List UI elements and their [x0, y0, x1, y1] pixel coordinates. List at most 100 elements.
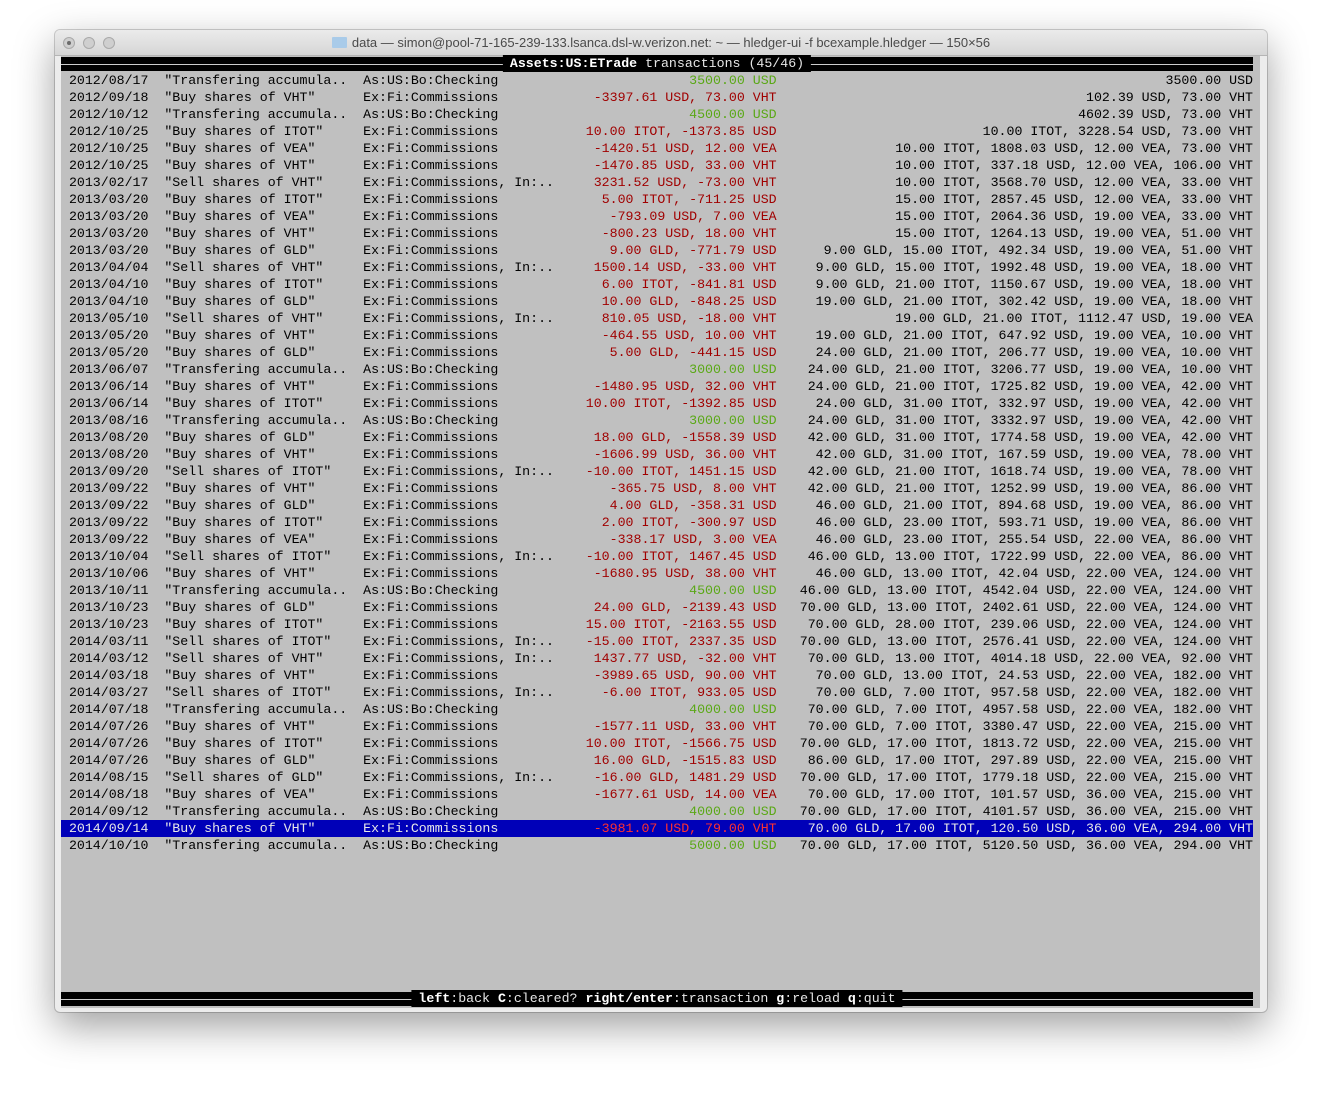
transaction-row[interactable]: 2012/10/25 "Buy shares of ITOT" Ex:Fi:Comm…	[61, 123, 1253, 140]
transaction-row-selected[interactable]: 2014/09/14 "Buy shares of VHT" Ex:Fi:Commi…	[61, 820, 1253, 837]
transaction-row[interactable]: 2013/10/06 "Buy shares of VHT" Ex:Fi:Commi…	[61, 565, 1253, 582]
transaction-row[interactable]: 2014/08/18 "Buy shares of VEA" Ex:Fi:Commi…	[61, 786, 1253, 803]
transaction-row[interactable]: 2013/10/11 "Transfering accumula.. As:US:B…	[61, 582, 1253, 599]
key-action: transaction	[680, 991, 769, 1006]
date: 2013/08/20	[68, 447, 149, 462]
transaction-row[interactable]: 2013/10/04 "Sell shares of ITOT" Ex:Fi:Com…	[61, 548, 1253, 565]
transaction-row[interactable]: 2014/03/18 "Buy shares of VHT" Ex:Fi:Commi…	[61, 667, 1253, 684]
date: 2014/09/12	[68, 804, 149, 819]
transaction-row[interactable]: 2014/07/26 "Buy shares of VHT" Ex:Fi:Commi…	[61, 718, 1253, 735]
amount: -1680.95 USD, 38.00 VHT	[593, 566, 777, 581]
transaction-row[interactable]: 2013/04/10 "Buy shares of ITOT" Ex:Fi:Comm…	[61, 276, 1253, 293]
transaction-row[interactable]: 2013/04/10 "Buy shares of GLD" Ex:Fi:Commi…	[61, 293, 1253, 310]
transaction-row[interactable]: 2013/09/22 "Buy shares of ITOT" Ex:Fi:Comm…	[61, 514, 1253, 531]
transaction-row[interactable]: 2014/03/12 "Sell shares of VHT" Ex:Fi:Comm…	[61, 650, 1253, 667]
date: 2013/03/20	[68, 226, 149, 241]
date: 2014/07/18	[68, 702, 149, 717]
account: Ex:Fi:Commissions	[363, 192, 499, 207]
description: "Buy shares of GLD"	[164, 430, 316, 445]
transaction-row[interactable]: 2013/09/20 "Sell shares of ITOT" Ex:Fi:Com…	[61, 463, 1253, 480]
transaction-row[interactable]: 2013/04/04 "Sell shares of VHT" Ex:Fi:Comm…	[61, 259, 1253, 276]
date: 2013/10/04	[68, 549, 149, 564]
transaction-row[interactable]: 2013/09/22 "Buy shares of VEA" Ex:Fi:Commi…	[61, 531, 1253, 548]
transaction-row[interactable]: 2013/02/17 "Sell shares of VHT" Ex:Fi:Comm…	[61, 174, 1253, 191]
transaction-row[interactable]: 2012/09/18 "Buy shares of VHT" Ex:Fi:Commi…	[61, 89, 1253, 106]
description: "Sell shares of ITOT"	[164, 464, 332, 479]
transaction-row[interactable]: 2014/08/15 "Sell shares of GLD" Ex:Fi:Comm…	[61, 769, 1253, 786]
transaction-row[interactable]: 2012/10/25 "Buy shares of VHT" Ex:Fi:Commi…	[61, 157, 1253, 174]
transaction-row[interactable]: 2014/03/11 "Sell shares of ITOT" Ex:Fi:Com…	[61, 633, 1253, 650]
balance: 70.00 GLD, 17.00 ITOT, 1779.18 USD, 22.0…	[799, 770, 1253, 785]
transaction-list[interactable]: 2012/08/17 "Transfering accumula.. As:US:B…	[61, 72, 1253, 854]
balance: 46.00 GLD, 21.00 ITOT, 894.68 USD, 19.00…	[815, 498, 1253, 513]
description: "Buy shares of GLD"	[164, 600, 316, 615]
transaction-row[interactable]: 2014/09/12 "Transfering accumula.. As:US:B…	[61, 803, 1253, 820]
balance: 9.00 GLD, 21.00 ITOT, 1150.67 USD, 19.00…	[815, 277, 1253, 292]
transaction-row[interactable]: 2014/10/10 "Transfering accumula.. As:US:B…	[61, 837, 1253, 854]
date: 2013/06/14	[68, 396, 149, 411]
terminal-content[interactable]: Assets:US:ETrade transactions (45/46) 20…	[61, 55, 1260, 1008]
transaction-row[interactable]: 2012/08/17 "Transfering accumula.. As:US:B…	[61, 72, 1253, 89]
transaction-row[interactable]: 2013/09/22 "Buy shares of VHT" Ex:Fi:Commi…	[61, 480, 1253, 497]
minimize-button[interactable]	[83, 37, 95, 49]
description: "Transfering accumula..	[164, 838, 348, 853]
transaction-row[interactable]: 2013/03/20 "Buy shares of VEA" Ex:Fi:Commi…	[61, 208, 1253, 225]
date: 2014/09/14	[68, 821, 149, 836]
transaction-row[interactable]: 2012/10/12 "Transfering accumula.. As:US:B…	[61, 106, 1253, 123]
amount: -16.00 GLD, 1481.29 USD	[593, 770, 777, 785]
transaction-row[interactable]: 2013/03/20 "Buy shares of ITOT" Ex:Fi:Comm…	[61, 191, 1253, 208]
description: "Buy shares of VHT"	[164, 447, 316, 462]
transaction-row[interactable]: 2014/03/27 "Sell shares of ITOT" Ex:Fi:Com…	[61, 684, 1253, 701]
balance: 42.00 GLD, 21.00 ITOT, 1618.74 USD, 19.0…	[807, 464, 1253, 479]
transaction-row[interactable]: 2013/08/20 "Buy shares of GLD" Ex:Fi:Commi…	[61, 429, 1253, 446]
transaction-row[interactable]: 2013/08/16 "Transfering accumula.. As:US:B…	[61, 412, 1253, 429]
transaction-row[interactable]: 2013/08/20 "Buy shares of VHT" Ex:Fi:Commi…	[61, 446, 1253, 463]
transaction-row[interactable]: 2013/05/10 "Sell shares of VHT" Ex:Fi:Comm…	[61, 310, 1253, 327]
transaction-row[interactable]: 2013/06/14 "Buy shares of VHT" Ex:Fi:Commi…	[61, 378, 1253, 395]
balance: 19.00 GLD, 21.00 ITOT, 1112.47 USD, 19.0…	[895, 311, 1253, 326]
balance: 24.00 GLD, 21.00 ITOT, 3206.77 USD, 19.0…	[807, 362, 1253, 377]
transaction-row[interactable]: 2013/03/20 "Buy shares of VHT" Ex:Fi:Commi…	[61, 225, 1253, 242]
transaction-row[interactable]: 2014/07/26 "Buy shares of ITOT" Ex:Fi:Comm…	[61, 735, 1253, 752]
balance: 24.00 GLD, 21.00 ITOT, 206.77 USD, 19.00…	[815, 345, 1253, 360]
transaction-row[interactable]: 2014/07/18 "Transfering accumula.. As:US:B…	[61, 701, 1253, 718]
account: Ex:Fi:Commissions	[363, 430, 499, 445]
transaction-row[interactable]: 2013/09/22 "Buy shares of GLD" Ex:Fi:Commi…	[61, 497, 1253, 514]
description: "Buy shares of ITOT"	[164, 515, 324, 530]
account: As:US:Bo:Checking	[363, 702, 499, 717]
transaction-row[interactable]: 2013/10/23 "Buy shares of ITOT" Ex:Fi:Comm…	[61, 616, 1253, 633]
account: Ex:Fi:Commissions	[363, 158, 499, 173]
date: 2014/10/10	[68, 838, 149, 853]
date: 2013/10/11	[68, 583, 149, 598]
description: "Transfering accumula..	[164, 107, 348, 122]
transaction-row[interactable]: 2012/10/25 "Buy shares of VEA" Ex:Fi:Commi…	[61, 140, 1253, 157]
key-name: right/enter	[585, 991, 673, 1006]
amount: 5000.00 USD	[689, 838, 777, 853]
zoom-button[interactable]	[103, 37, 115, 49]
close-button[interactable]	[63, 37, 75, 49]
amount: 10.00 ITOT, -1373.85 USD	[585, 124, 777, 139]
amount: 15.00 ITOT, -2163.55 USD	[585, 617, 777, 632]
account: Ex:Fi:Commissions	[363, 498, 499, 513]
description: "Buy shares of GLD"	[164, 294, 316, 309]
account: Ex:Fi:Commissions	[363, 209, 499, 224]
amount: 2.00 ITOT, -300.97 USD	[601, 515, 777, 530]
transaction-row[interactable]: 2013/06/07 "Transfering accumula.. As:US:B…	[61, 361, 1253, 378]
transaction-row[interactable]: 2013/06/14 "Buy shares of ITOT" Ex:Fi:Comm…	[61, 395, 1253, 412]
balance: 3500.00 USD	[1165, 73, 1253, 88]
balance: 10.00 ITOT, 3228.54 USD, 73.00 VHT	[982, 124, 1253, 139]
transaction-row[interactable]: 2013/03/20 "Buy shares of GLD" Ex:Fi:Commi…	[61, 242, 1253, 259]
account: Ex:Fi:Commissions	[363, 141, 499, 156]
amount: -800.23 USD, 18.00 VHT	[601, 226, 777, 241]
transaction-row[interactable]: 2014/07/26 "Buy shares of GLD" Ex:Fi:Commi…	[61, 752, 1253, 769]
amount: 3000.00 USD	[689, 413, 777, 428]
description: "Buy shares of VHT"	[164, 328, 316, 343]
description: "Transfering accumula..	[164, 413, 348, 428]
balance: 15.00 ITOT, 2064.36 USD, 19.00 VEA, 33.0…	[895, 209, 1253, 224]
description: "Transfering accumula..	[164, 583, 348, 598]
date: 2013/08/20	[68, 430, 149, 445]
transaction-row[interactable]: 2013/05/20 "Buy shares of VHT" Ex:Fi:Commi…	[61, 327, 1253, 344]
window-title-text: data — simon@pool-71-165-239-133.lsanca.…	[351, 35, 991, 50]
transaction-row[interactable]: 2013/05/20 "Buy shares of GLD" Ex:Fi:Commi…	[61, 344, 1253, 361]
transaction-row[interactable]: 2013/10/23 "Buy shares of GLD" Ex:Fi:Commi…	[61, 599, 1253, 616]
